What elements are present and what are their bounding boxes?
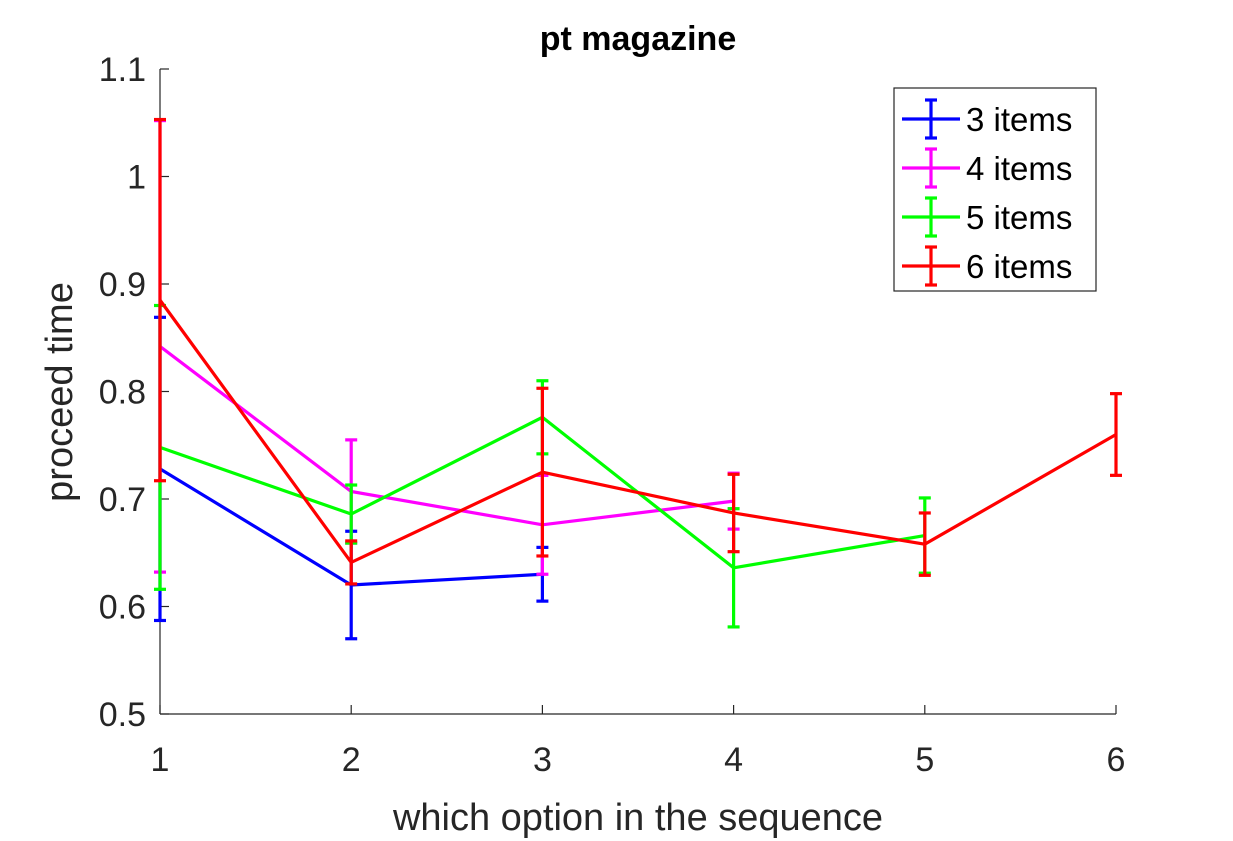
y-tick-label: 0.5: [99, 696, 146, 734]
legend-label: 6 items: [966, 248, 1072, 285]
x-tick-label: 5: [915, 741, 934, 779]
axes: 1 2 3 4 5 6 0.5 0.6 0.7 0.8 0.9 1 1.1: [99, 51, 1126, 779]
x-tick-label: 3: [533, 741, 552, 779]
legend-item: 4 items: [902, 147, 1072, 189]
legend-label: 4 items: [966, 150, 1072, 187]
y-tick-label: 0.9: [99, 266, 146, 304]
x-tick-label: 1: [151, 741, 170, 779]
error-bar: [918, 511, 931, 577]
legend-label: 3 items: [966, 101, 1072, 138]
x-axis-label: which option in the sequence: [392, 797, 883, 839]
error-bar: [345, 539, 358, 586]
chart-title: pt magazine: [540, 20, 736, 58]
x-tick-label: 2: [342, 741, 361, 779]
x-tick-label: 6: [1107, 741, 1126, 779]
y-tick-label: 1.1: [99, 51, 146, 89]
y-axis-label: proceed time: [39, 282, 81, 502]
error-bar: [154, 117, 166, 483]
legend-label: 5 items: [966, 199, 1072, 236]
legend-item: 6 items: [902, 245, 1072, 287]
series-2: [154, 118, 740, 576]
y-tick-label: 0.7: [99, 481, 146, 519]
error-bar: [536, 386, 549, 558]
series-line: [158, 299, 1117, 565]
series-line: [159, 345, 734, 527]
series-4: [154, 117, 1122, 586]
legend-box: [893, 87, 1097, 292]
error-bar: [727, 472, 740, 554]
y-tick-label: 0.8: [99, 374, 146, 412]
error-bar: [1110, 392, 1122, 477]
legend: 3 items 4 items 5 items 6 items: [893, 87, 1097, 292]
legend-item: 5 items: [902, 196, 1072, 238]
y-tick-label: 1: [127, 159, 146, 197]
legend-item: 3 items: [902, 98, 1072, 140]
series-group: [154, 117, 1122, 641]
x-tick-label: 4: [724, 741, 743, 779]
y-tick-label: 0.6: [99, 589, 146, 627]
